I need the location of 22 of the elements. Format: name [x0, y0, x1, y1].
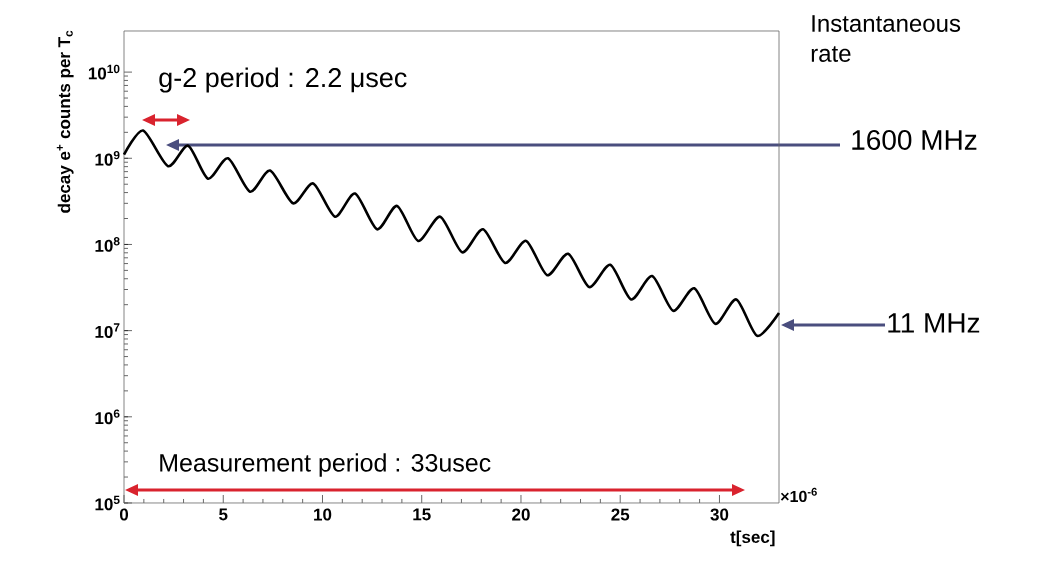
x-tick-label: 25 [611, 508, 630, 521]
line-series [122, 129, 781, 338]
annotation: g-2 period : 2.2 μsec [159, 67, 407, 93]
text: 11 MHz [888, 313, 980, 333]
x-tick-label: 15 [413, 508, 431, 521]
text: Instantaneous rate [811, 15, 961, 62]
y-tick-label: 10$^{5}$ [95, 495, 120, 511]
y-tick-label: 10$^{7}$ [95, 323, 120, 338]
x-tick-label: 0 [119, 508, 129, 521]
y-tick-label: 10$^{9}$ [95, 150, 120, 166]
x-tick-label: 30 [710, 508, 729, 521]
x-axis-title: t[sec] [730, 530, 775, 547]
y-tick-label: 10$^{10}$ [88, 64, 120, 80]
x-tick-label: 10 [314, 508, 332, 521]
x-tick-label: 20 [512, 508, 530, 521]
y-tick-label: 10$^{8}$ [95, 237, 120, 252]
annotation: Measurement period : 33usec [160, 453, 491, 477]
text: 1600 MHz [852, 130, 977, 150]
y-tick-label: 10$^{6}$ [95, 409, 120, 425]
x-tick-label: 5 [219, 508, 228, 521]
text: ×10$^{-6}$ [780, 487, 817, 503]
y-axis-title: decay e$^{+}$ counts per T$_{c}$ [56, 30, 74, 213]
